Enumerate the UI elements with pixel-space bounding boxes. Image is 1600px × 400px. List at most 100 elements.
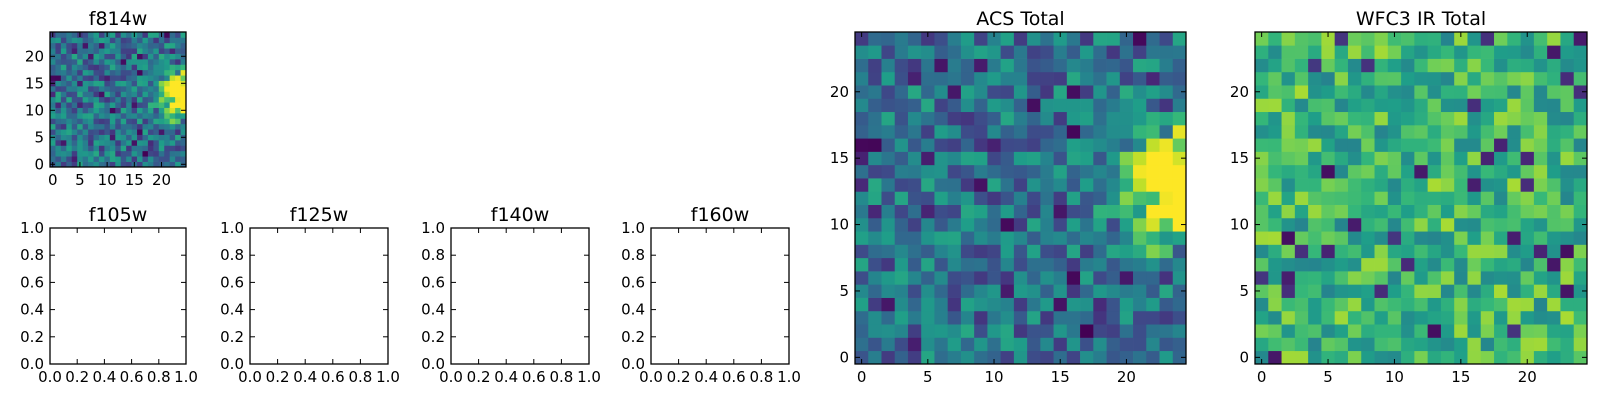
heatmap-cell [1401, 324, 1415, 338]
heatmap-cell [1080, 124, 1094, 139]
heatmap-cell [88, 140, 94, 146]
heatmap-cell [104, 96, 111, 103]
heatmap-cell [1321, 337, 1336, 352]
heatmap-cell [88, 150, 94, 157]
heatmap-cell [1480, 350, 1495, 365]
heatmap-cell [1467, 244, 1482, 259]
heatmap-cell [71, 48, 78, 54]
heatmap-cell [60, 96, 67, 103]
heatmap-cell [987, 98, 1001, 113]
heatmap-cell [131, 53, 138, 60]
x-tick-label: 0.8 [549, 368, 573, 386]
heatmap-cell [158, 107, 165, 114]
heatmap-cell [1308, 231, 1322, 245]
heatmap-cell [66, 156, 73, 162]
heatmap-cell [131, 96, 138, 103]
axes-frame [49, 31, 187, 168]
heatmap-cell [1093, 151, 1107, 166]
heatmap-cell [126, 134, 132, 141]
heatmap-cell [93, 129, 100, 135]
heatmap-cell [1507, 151, 1521, 166]
heatmap-cell [1133, 32, 1147, 46]
heatmap-cell [147, 86, 154, 92]
heatmap-cell [1440, 310, 1455, 325]
heatmap-cell [60, 86, 67, 92]
heatmap-cell [175, 156, 181, 162]
heatmap-cell [1547, 151, 1561, 166]
heatmap-cell [1507, 45, 1521, 59]
heatmap-cell [1401, 178, 1415, 192]
heatmap-cell [1106, 138, 1121, 152]
heatmap-cell [104, 37, 111, 44]
heatmap-cell [82, 86, 89, 92]
heatmap-cell [93, 42, 100, 49]
heatmap-cell [1106, 111, 1121, 126]
heatmap-cell [137, 53, 143, 60]
heatmap-cell [180, 86, 187, 92]
heatmap-cell [881, 297, 896, 312]
heatmap-cell [1573, 350, 1588, 365]
heatmap-cell [1507, 284, 1521, 298]
heatmap-cell [1334, 284, 1349, 298]
heatmap-cell [137, 37, 143, 44]
heatmap-cell [1507, 324, 1521, 338]
heatmap-cell [1347, 138, 1362, 152]
heatmap-cell [855, 217, 869, 232]
heatmap-cell [153, 32, 160, 38]
heatmap-cell [66, 145, 73, 152]
heatmap-cell [1507, 111, 1521, 126]
heatmap-cell [1520, 178, 1535, 192]
heatmap-cell [881, 257, 896, 272]
heatmap-cell [1347, 32, 1362, 46]
y-tick-label: 15 [1230, 149, 1249, 167]
heatmap-cell [153, 161, 160, 168]
heatmap-cell [1387, 71, 1402, 86]
heatmap-cell [1040, 45, 1054, 59]
heatmap-cell [1053, 271, 1068, 285]
heatmap-cell [1172, 178, 1187, 192]
heatmap-cell [987, 244, 1001, 259]
heatmap-cell [98, 37, 105, 44]
heatmap-cell [82, 69, 89, 76]
heatmap-cell [164, 59, 171, 65]
heatmap-cell [894, 204, 909, 219]
heatmap-cell [1440, 350, 1455, 365]
x-tick-label: 0.6 [321, 368, 345, 386]
heatmap-cell [88, 37, 94, 44]
heatmap-cell [109, 59, 116, 65]
heatmap-cell [1268, 164, 1282, 179]
heatmap-cell [82, 150, 89, 157]
heatmap-cell [1387, 271, 1402, 285]
heatmap-cell [98, 107, 105, 114]
heatmap-cell [1027, 98, 1041, 113]
heatmap-cell [126, 102, 132, 108]
y-tick-label: 0.0 [621, 355, 645, 373]
heatmap-cell [855, 324, 869, 338]
heatmap-cell [1480, 32, 1495, 46]
heatmap-cell [71, 37, 78, 44]
heatmap-cell [98, 69, 105, 76]
heatmap-cell [60, 134, 67, 141]
heatmap-cell [82, 32, 89, 38]
heatmap-cell [120, 129, 127, 135]
heatmap-cell [1013, 244, 1028, 259]
heatmap-cell [158, 91, 165, 98]
heatmap-cell [1119, 85, 1134, 99]
heatmap-cell [88, 129, 94, 135]
heatmap-cell [947, 151, 962, 166]
heatmap-cell [1013, 164, 1028, 179]
heatmap-cell [1374, 32, 1389, 46]
heatmap-cell [855, 231, 869, 245]
heatmap-cell [98, 161, 105, 168]
heatmap-cell [1387, 32, 1402, 46]
heatmap-cell [1361, 297, 1375, 312]
heatmap-cell [1053, 310, 1068, 325]
heatmap-cell [1000, 138, 1015, 152]
heatmap-cell [1347, 310, 1362, 325]
heatmap-cell [868, 151, 882, 166]
heatmap-cell [1066, 271, 1081, 285]
heatmap-cell [77, 69, 83, 76]
heatmap-cell [175, 59, 181, 65]
heatmap-cell [126, 156, 132, 162]
heatmap-cell [1308, 244, 1322, 259]
